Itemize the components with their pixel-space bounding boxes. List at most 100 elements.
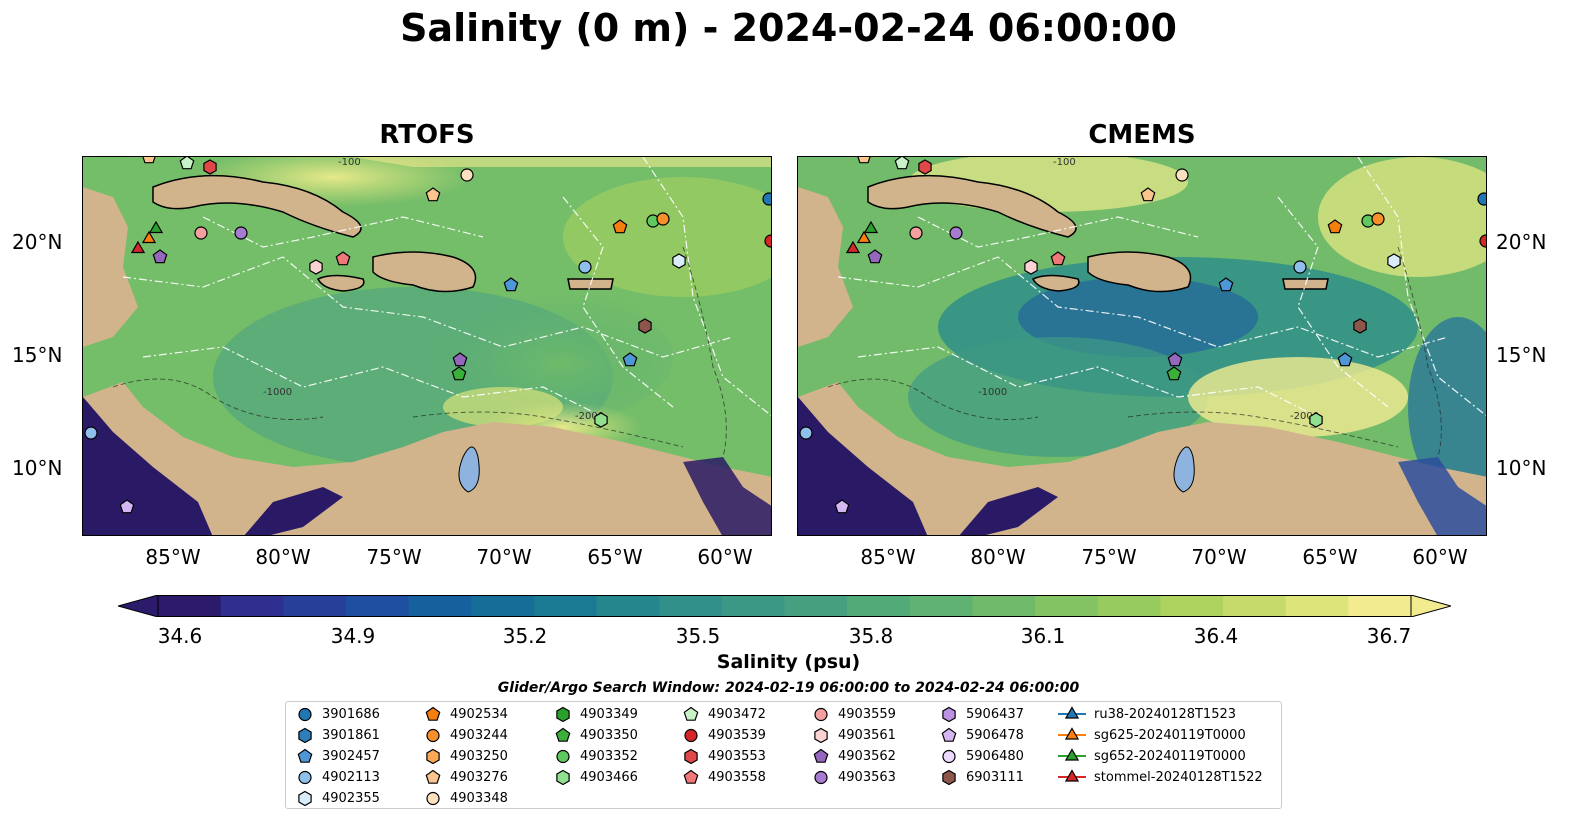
legend-item: 3902457	[296, 746, 380, 766]
search-window-text: Glider/Argo Search Window: 2024-02-19 06…	[497, 680, 1080, 696]
legend-label: ru38-20240128T1523	[1094, 706, 1237, 722]
triangle-line-icon	[1058, 769, 1086, 782]
triangle-line-icon	[1058, 748, 1086, 761]
lon-label-85w-left: 85°W	[145, 545, 201, 569]
map-cmems: -100 -1000 -2000	[797, 156, 1487, 536]
colorbar-tick: 35.5	[675, 624, 721, 648]
legend-item: 4903562	[812, 746, 896, 766]
legend-label: 4903244	[450, 727, 508, 743]
legend-label: sg652-20240119T0000	[1094, 748, 1246, 764]
colorbar-tick: 36.7	[1366, 624, 1412, 648]
lon-label-80w-left: 80°W	[255, 545, 311, 569]
legend-label: 3902457	[322, 748, 380, 764]
float-marker-4903563	[949, 226, 963, 240]
svg-text:-1000: -1000	[263, 387, 292, 398]
hexagon-marker-icon	[298, 790, 312, 806]
circle-marker-icon	[556, 749, 570, 764]
float-marker-stommel-20240128T1522	[130, 240, 146, 254]
legend-label: 4903553	[708, 748, 766, 764]
legend-item: ru38-20240128T1523	[1058, 704, 1236, 724]
colorbar-segment	[1223, 595, 1287, 617]
hexagon-marker-icon	[942, 769, 956, 785]
colorbar-segment	[408, 595, 472, 617]
colorbar-segment	[784, 595, 848, 617]
legend-label: 5906437	[966, 706, 1024, 722]
legend-item: 4903558	[682, 767, 766, 787]
legend-item: 4903563	[812, 767, 896, 787]
legend-label: 4903349	[580, 706, 638, 722]
float-marker-4902355	[672, 253, 686, 269]
lon-label-80w-right: 80°W	[970, 545, 1026, 569]
legend-label: 4903250	[450, 748, 508, 764]
colorbar-frame	[157, 595, 1412, 617]
float-marker-4903348	[1175, 168, 1189, 182]
float-marker-4903561	[309, 259, 323, 275]
legend-label: 4903539	[708, 727, 766, 743]
float-marker-4903561	[1024, 259, 1038, 275]
float-marker-4902113	[799, 426, 813, 440]
circle-marker-icon	[298, 707, 312, 722]
legend-item: 6903111	[940, 767, 1024, 787]
svg-text:-100: -100	[1053, 157, 1076, 168]
hexagon-marker-icon	[298, 727, 312, 743]
circle-marker-icon	[684, 728, 698, 743]
legend-label: 4902355	[322, 790, 380, 806]
hexagon-marker-icon	[684, 748, 698, 764]
colorbar-segment	[1285, 595, 1349, 617]
contour-labels: -100 -1000 -2000	[263, 157, 604, 422]
figure-title: Salinity (0 m) - 2024-02-24 06:00:00	[400, 6, 1177, 50]
legend-item: 4903349	[554, 704, 638, 724]
legend-item: 5906480	[940, 746, 1024, 766]
colorbar-segment	[1348, 595, 1412, 617]
circle-marker-icon	[814, 707, 828, 722]
legend-label: sg625-20240119T0000	[1094, 727, 1246, 743]
legend-label: 4903558	[708, 769, 766, 785]
float-marker-6903111	[638, 318, 652, 334]
float-marker-3901686	[762, 192, 771, 206]
panel-title-rtofs: RTOFS	[379, 120, 475, 150]
float-marker-3902457	[503, 277, 519, 292]
triangle-line-icon	[1058, 727, 1086, 740]
colorbar-tick: 35.8	[848, 624, 894, 648]
float-marker-5906478	[834, 499, 850, 514]
float-marker-4902113	[84, 426, 98, 440]
float-marker-4902113	[578, 260, 592, 274]
float-marker-3902457	[1218, 277, 1234, 292]
lon-label-75w-left: 75°W	[366, 545, 422, 569]
float-marker-sg625-20240119T0000	[856, 230, 872, 244]
lat-label-20n-right: 20°N	[1496, 230, 1547, 254]
lat-label-10n-left: 10°N	[12, 456, 63, 480]
legend-item: sg652-20240119T0000	[1058, 746, 1246, 766]
float-marker-4903553	[918, 159, 932, 175]
pentagon-marker-icon	[555, 727, 571, 742]
float-marker-4903244	[656, 212, 670, 226]
colorbar-segment	[972, 595, 1036, 617]
float-marker-4902355	[1387, 253, 1401, 269]
svg-text:-1000: -1000	[978, 387, 1007, 398]
legend-item: 3901861	[296, 725, 380, 745]
legend-label: 4903348	[450, 790, 508, 806]
colorbar-segment	[220, 595, 284, 617]
float-marker-4902534	[1327, 219, 1343, 234]
legend-label: 4902534	[450, 706, 508, 722]
colorbar-segment	[1097, 595, 1161, 617]
float-marker-3902457	[1337, 352, 1353, 367]
circle-marker-icon	[426, 791, 440, 806]
float-marker-4903539	[764, 234, 771, 248]
legend-label: 4903563	[838, 769, 896, 785]
legend-label: 4903352	[580, 748, 638, 764]
lat-label-15n-left: 15°N	[12, 343, 63, 367]
float-marker-4903472	[179, 157, 195, 170]
legend-item: sg625-20240119T0000	[1058, 725, 1246, 745]
colorbar-extend-low	[116, 594, 159, 618]
colorbar-tick: 34.6	[157, 624, 203, 648]
legend-item: 5906478	[940, 725, 1024, 745]
svg-text:-2000: -2000	[575, 411, 604, 422]
svg-text:-100: -100	[338, 157, 361, 168]
legend-label: 4903562	[838, 748, 896, 764]
legend-label: 4903276	[450, 769, 508, 785]
panel-title-cmems: CMEMS	[1088, 120, 1196, 150]
legend: 3901686 3901861 3902457 4902113 4902355 49025…	[285, 701, 1282, 809]
legend-item: 4903553	[682, 746, 766, 766]
pentagon-marker-icon	[683, 769, 699, 784]
